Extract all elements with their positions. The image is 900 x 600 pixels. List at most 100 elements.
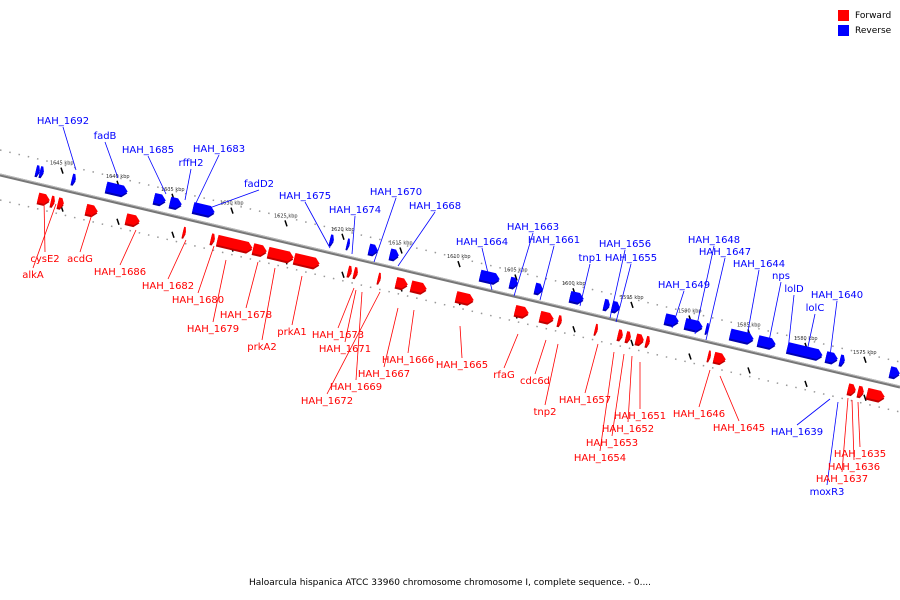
tick-mark-top (863, 356, 867, 363)
forward-gene-label: alkA (22, 270, 44, 281)
forward-gene-label: HAH_1673 (312, 330, 364, 341)
reverse-gene-label: HAH_1683 (193, 144, 245, 155)
leader-line (351, 215, 356, 255)
leader-line (212, 259, 227, 323)
reverse-gene (345, 238, 350, 251)
forward-gene (644, 335, 650, 348)
leader-line (43, 199, 46, 253)
reverse-gene (508, 276, 518, 290)
forward-gene-label: rfaG (493, 370, 515, 381)
leader-line (513, 232, 534, 297)
forward-gene-label: HAH_1636 (828, 462, 880, 473)
forward-gene (209, 233, 215, 246)
forward-gene-label: HAH_1657 (559, 395, 611, 406)
tick-mark-top (630, 301, 634, 309)
forward-gene-label: HAH_1646 (673, 409, 725, 420)
reverse-track-line (0, 149, 900, 363)
leader-line (857, 401, 861, 448)
leader-line (32, 203, 57, 269)
leader-line (503, 333, 519, 369)
forward-gene-label: HAH_1671 (319, 344, 371, 355)
leader-line (787, 294, 795, 351)
reverse-gene (756, 335, 776, 350)
reverse-gene-label: HAH_1655 (605, 253, 657, 264)
tick-mark-top (60, 167, 64, 174)
leader-line (767, 281, 782, 347)
tick-mark-top (514, 274, 518, 281)
reverse-gene (568, 290, 584, 305)
reverse-gene-label: HAH_1663 (507, 222, 559, 233)
leader-line (671, 290, 685, 329)
forward-gene (856, 385, 864, 399)
reverse-gene-label: nps (772, 271, 790, 282)
tick-label: 1575 kbp (853, 350, 877, 356)
forward-gene (513, 304, 529, 319)
forward-gene (181, 226, 186, 239)
tick-label: 1615 kbp (389, 240, 413, 246)
tick-mark-top (230, 207, 234, 214)
map-caption: Haloarcula hispanica ATCC 33960 chromoso… (248, 578, 652, 588)
reverse-gene (838, 354, 845, 367)
leader-line (719, 375, 740, 422)
legend-forward: Forward (838, 8, 891, 23)
reverse-gene-label: HAH_1649 (658, 280, 710, 291)
forward-gene (865, 387, 885, 403)
forward-gene-label: HAH_1680 (172, 295, 224, 306)
forward-gene (84, 203, 98, 218)
tick-mark-top (341, 233, 345, 241)
reverse-gene-label: HAH_1674 (329, 205, 381, 216)
forward-gene (846, 383, 856, 397)
reverse-gene-label: fadB (94, 131, 117, 142)
reverse-gene (478, 269, 500, 285)
leader-line (544, 343, 559, 406)
reverse-gene-label: HAH_1656 (599, 239, 651, 250)
reverse-gene-label: HAH_1647 (699, 247, 751, 258)
leader-line (397, 211, 436, 267)
leader-line (147, 155, 167, 195)
reverse-gene (152, 192, 166, 207)
tick-mark-bottom (863, 394, 867, 401)
leader-line (851, 399, 855, 461)
tick-label: 1605 kbp (504, 268, 528, 274)
leader-line (579, 263, 591, 307)
forward-gene-label: HAH_1678 (220, 310, 272, 321)
leader-line (184, 168, 192, 201)
forward-track-line (0, 199, 900, 413)
reverse-gene-label: fadD2 (244, 179, 274, 190)
leader-line (261, 267, 276, 341)
forward-gene (712, 351, 726, 366)
forward-gene-label: HAH_1679 (187, 324, 239, 335)
reverse-gene-label: HAH_1670 (370, 187, 422, 198)
leader-line (627, 355, 633, 423)
forward-gene-label: HAH_1666 (382, 355, 434, 366)
forward-gene-label: prkA1 (277, 327, 306, 338)
reverse-gene-label: HAH_1664 (456, 237, 508, 248)
forward-gene-label: HAH_1667 (358, 369, 410, 380)
reverse-gene (888, 366, 900, 380)
forward-gene (538, 310, 554, 325)
leader-line (167, 239, 187, 280)
forward-gene-label: cdc6d (520, 376, 550, 387)
reverse-gene-label: HAH_1692 (37, 116, 89, 127)
forward-gene-label: HAH_1672 (301, 396, 353, 407)
forward-gene-label: HAH_1665 (436, 360, 488, 371)
backbone-highlight (0, 173, 900, 387)
legend: Forward Reverse (838, 8, 891, 38)
forward-gene (352, 267, 358, 280)
leader-line (383, 307, 399, 368)
leader-line (337, 287, 355, 329)
tick-mark-top (399, 247, 403, 254)
leader-line (599, 351, 615, 452)
leader-line (119, 229, 137, 266)
reverse-gene (728, 328, 754, 345)
leader-line (79, 213, 93, 253)
forward-gene-label: HAH_1653 (586, 438, 638, 449)
reverse-gene (191, 202, 215, 218)
reverse-gene (704, 322, 709, 336)
forward-gene (36, 192, 50, 206)
forward-gene (556, 315, 562, 328)
tick-mark-bottom (688, 353, 692, 360)
leader-line (104, 141, 119, 179)
leader-line (584, 343, 599, 394)
forward-gene (124, 213, 140, 228)
